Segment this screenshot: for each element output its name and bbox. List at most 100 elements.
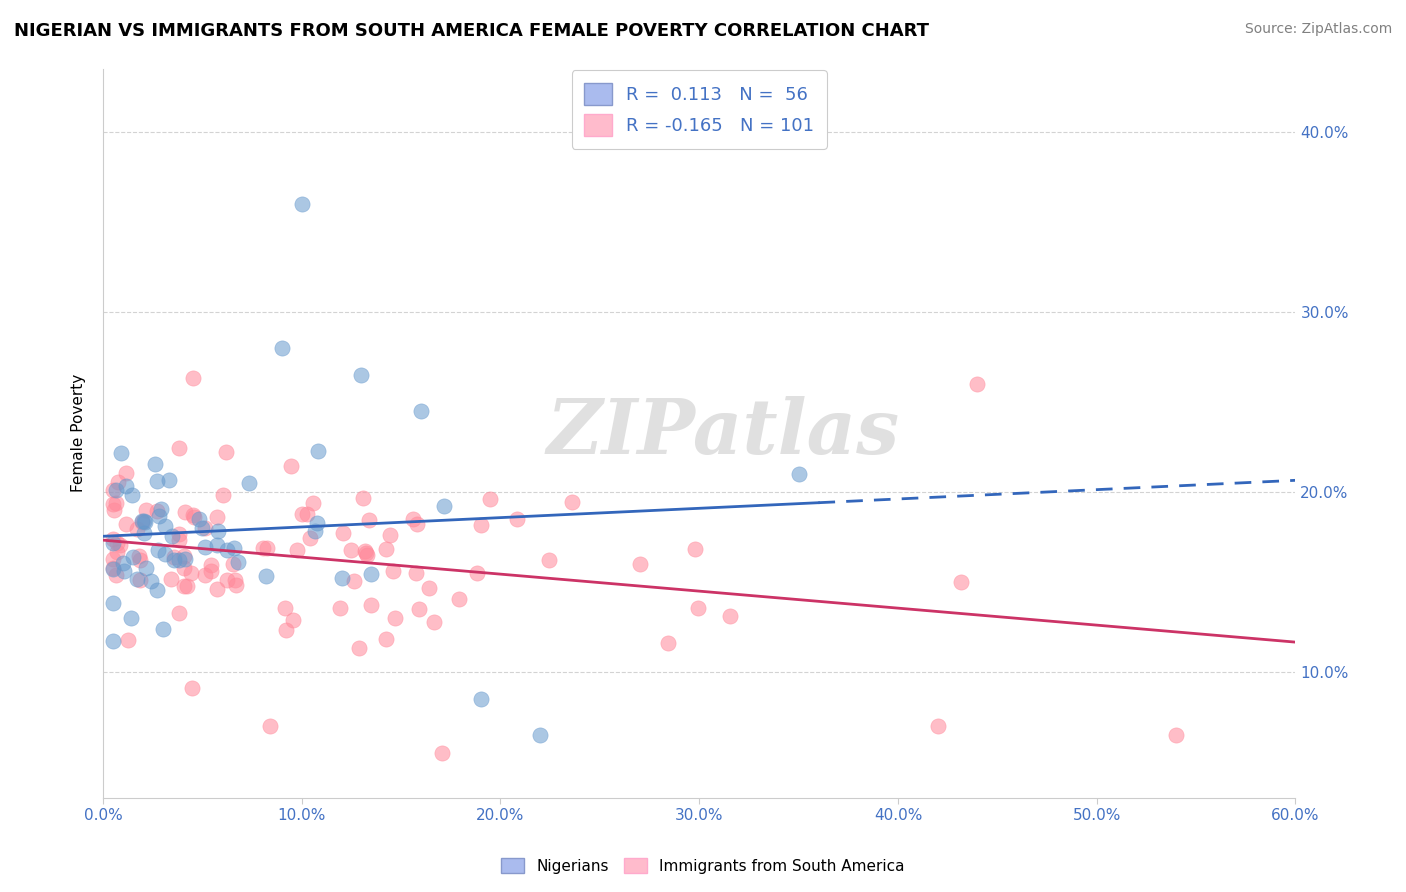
Point — [176, 579, 198, 593]
Point — [101, 634, 124, 648]
Point — [101, 532, 124, 546]
Point — [132, 525, 155, 540]
Point — [125, 572, 148, 586]
Point — [375, 541, 398, 556]
Point — [285, 543, 308, 558]
Point — [101, 562, 124, 576]
Point — [153, 548, 176, 562]
Point — [131, 515, 153, 529]
Legend: R =  0.113   N =  56, R = -0.165   N = 101: R = 0.113 N = 56, R = -0.165 N = 101 — [572, 70, 827, 149]
Point — [180, 566, 202, 581]
Point — [254, 569, 277, 583]
Point — [628, 557, 651, 571]
Point — [128, 553, 150, 567]
Point — [120, 610, 142, 624]
Point — [160, 529, 183, 543]
Point — [354, 544, 377, 558]
Point — [103, 503, 125, 517]
Point — [163, 550, 186, 565]
Point — [465, 566, 488, 581]
Point — [104, 483, 127, 498]
Point — [174, 505, 197, 519]
Point — [148, 509, 170, 524]
Point — [686, 601, 709, 615]
Point — [173, 579, 195, 593]
Point — [447, 592, 470, 607]
Point — [222, 541, 245, 555]
Point — [173, 561, 195, 575]
Point — [157, 473, 180, 487]
Y-axis label: Female Poverty: Female Poverty — [72, 374, 86, 492]
Point — [101, 552, 124, 566]
Point — [115, 517, 138, 532]
Point — [101, 596, 124, 610]
Point — [131, 515, 153, 529]
Point — [167, 606, 190, 620]
Point — [966, 376, 988, 391]
Point — [423, 615, 446, 629]
Point — [128, 549, 150, 564]
Point — [478, 491, 501, 506]
Point — [167, 533, 190, 547]
Point — [304, 524, 326, 538]
Point — [291, 507, 314, 521]
Point — [211, 488, 233, 502]
Point — [340, 542, 363, 557]
Point — [181, 681, 204, 696]
Point — [152, 622, 174, 636]
Point — [332, 525, 354, 540]
Point — [173, 549, 195, 564]
Point — [380, 528, 402, 542]
Point — [291, 196, 314, 211]
Point — [167, 553, 190, 567]
Point — [787, 467, 810, 481]
Point — [352, 491, 374, 505]
Point — [200, 564, 222, 578]
Point — [537, 553, 560, 567]
Point — [343, 574, 366, 588]
Point — [110, 446, 132, 460]
Point — [252, 541, 274, 556]
Point — [149, 501, 172, 516]
Point — [374, 632, 396, 646]
Point — [281, 614, 304, 628]
Point — [163, 553, 186, 567]
Point — [135, 560, 157, 574]
Text: NIGERIAN VS IMMIGRANTS FROM SOUTH AMERICA FEMALE POVERTY CORRELATION CHART: NIGERIAN VS IMMIGRANTS FROM SOUTH AMERIC… — [14, 22, 929, 40]
Point — [117, 632, 139, 647]
Point — [215, 445, 238, 459]
Point — [360, 566, 382, 581]
Text: Source: ZipAtlas.com: Source: ZipAtlas.com — [1244, 22, 1392, 37]
Point — [101, 498, 124, 512]
Point — [302, 496, 325, 510]
Point — [270, 341, 292, 355]
Point — [683, 541, 706, 556]
Point — [114, 466, 136, 480]
Point — [112, 564, 135, 578]
Point — [384, 611, 406, 625]
Point — [274, 600, 297, 615]
Point — [226, 555, 249, 569]
Point — [139, 574, 162, 588]
Point — [187, 512, 209, 526]
Point — [122, 550, 145, 565]
Point — [146, 504, 169, 518]
Point — [349, 641, 371, 656]
Point — [205, 538, 228, 552]
Point — [125, 522, 148, 536]
Point — [299, 531, 322, 545]
Point — [101, 561, 124, 575]
Point — [505, 512, 527, 526]
Point — [153, 519, 176, 533]
Point — [145, 582, 167, 597]
Point — [193, 568, 215, 582]
Point — [115, 479, 138, 493]
Point — [470, 517, 492, 532]
Point — [107, 475, 129, 489]
Point — [259, 718, 281, 732]
Point — [405, 516, 427, 531]
Point — [207, 524, 229, 538]
Point — [200, 558, 222, 572]
Point — [307, 516, 329, 530]
Point — [105, 545, 128, 559]
